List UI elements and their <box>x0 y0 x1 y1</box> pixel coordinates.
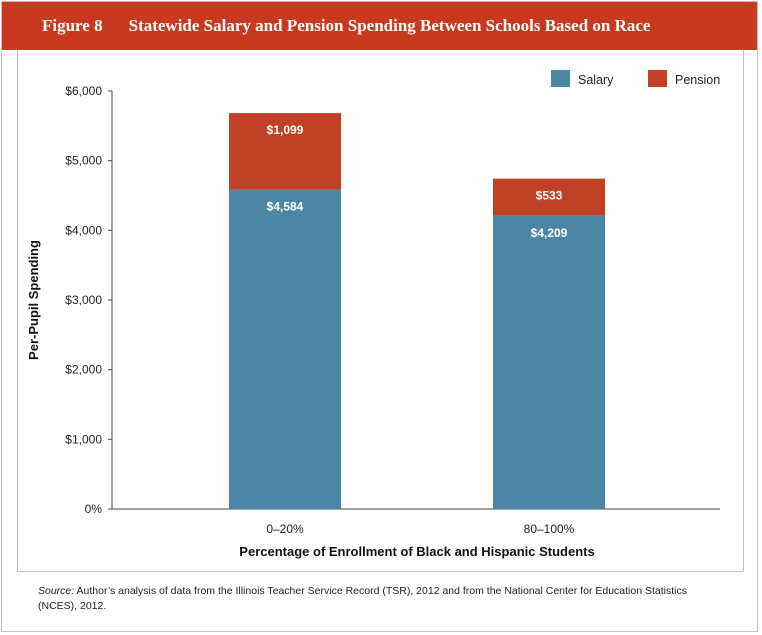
figure-title: Statewide Salary and Pension Spending Be… <box>128 16 651 35</box>
y-tick-label: $2,000 <box>65 363 102 377</box>
chart-area <box>17 50 744 572</box>
legend-swatch-pension <box>648 70 667 87</box>
data-label-salary: $4,584 <box>267 200 304 214</box>
x-axis-title: Percentage of Enrollment of Black and Hi… <box>239 544 594 559</box>
data-label-salary: $4,209 <box>531 226 568 240</box>
figure-number: Figure 8 <box>42 16 103 35</box>
legend-label-salary: Salary <box>578 73 614 87</box>
legend-label-pension: Pension <box>675 73 720 87</box>
chart-bars: $4,584 $1,099 0–20% $4,209 $533 80–100% <box>229 113 605 536</box>
y-tick-label: 0% <box>85 502 103 516</box>
source-label: Source: <box>38 585 75 597</box>
data-label-pension: $533 <box>536 189 563 203</box>
stacked-bar-chart: 0% $1,000 $2,000 $3,000 $4,000 $5,000 $6,000 Pe… <box>26 70 720 559</box>
source-note: Source: Author’s analysis of data from t… <box>38 584 728 614</box>
y-tick-label: $1,000 <box>65 432 102 446</box>
y-tick-label: $4,000 <box>65 223 102 237</box>
data-label-pension: $1,099 <box>267 123 304 137</box>
bar-pension <box>229 113 341 190</box>
y-tick-label: $5,000 <box>65 154 102 168</box>
chart-axes: 0% $1,000 $2,000 $3,000 $4,000 $5,000 $6,000 Pe… <box>26 84 720 559</box>
y-axis-title: Per-Pupil Spending <box>26 240 41 360</box>
chart-legend: Salary Pension <box>551 70 720 87</box>
legend-swatch-salary <box>551 70 570 87</box>
bar-salary <box>229 189 341 509</box>
x-tick-label: 80–100% <box>524 522 575 536</box>
figure-banner: Figure 8 Statewide Salary and Pension Sp… <box>2 2 757 50</box>
source-text: Author’s analysis of data from the Illin… <box>38 585 687 612</box>
y-tick-label: $3,000 <box>65 293 102 307</box>
bar-salary <box>493 215 605 509</box>
bar-pension <box>493 178 605 216</box>
x-tick-label: 0–20% <box>266 522 304 536</box>
y-tick-label: $6,000 <box>65 84 102 98</box>
